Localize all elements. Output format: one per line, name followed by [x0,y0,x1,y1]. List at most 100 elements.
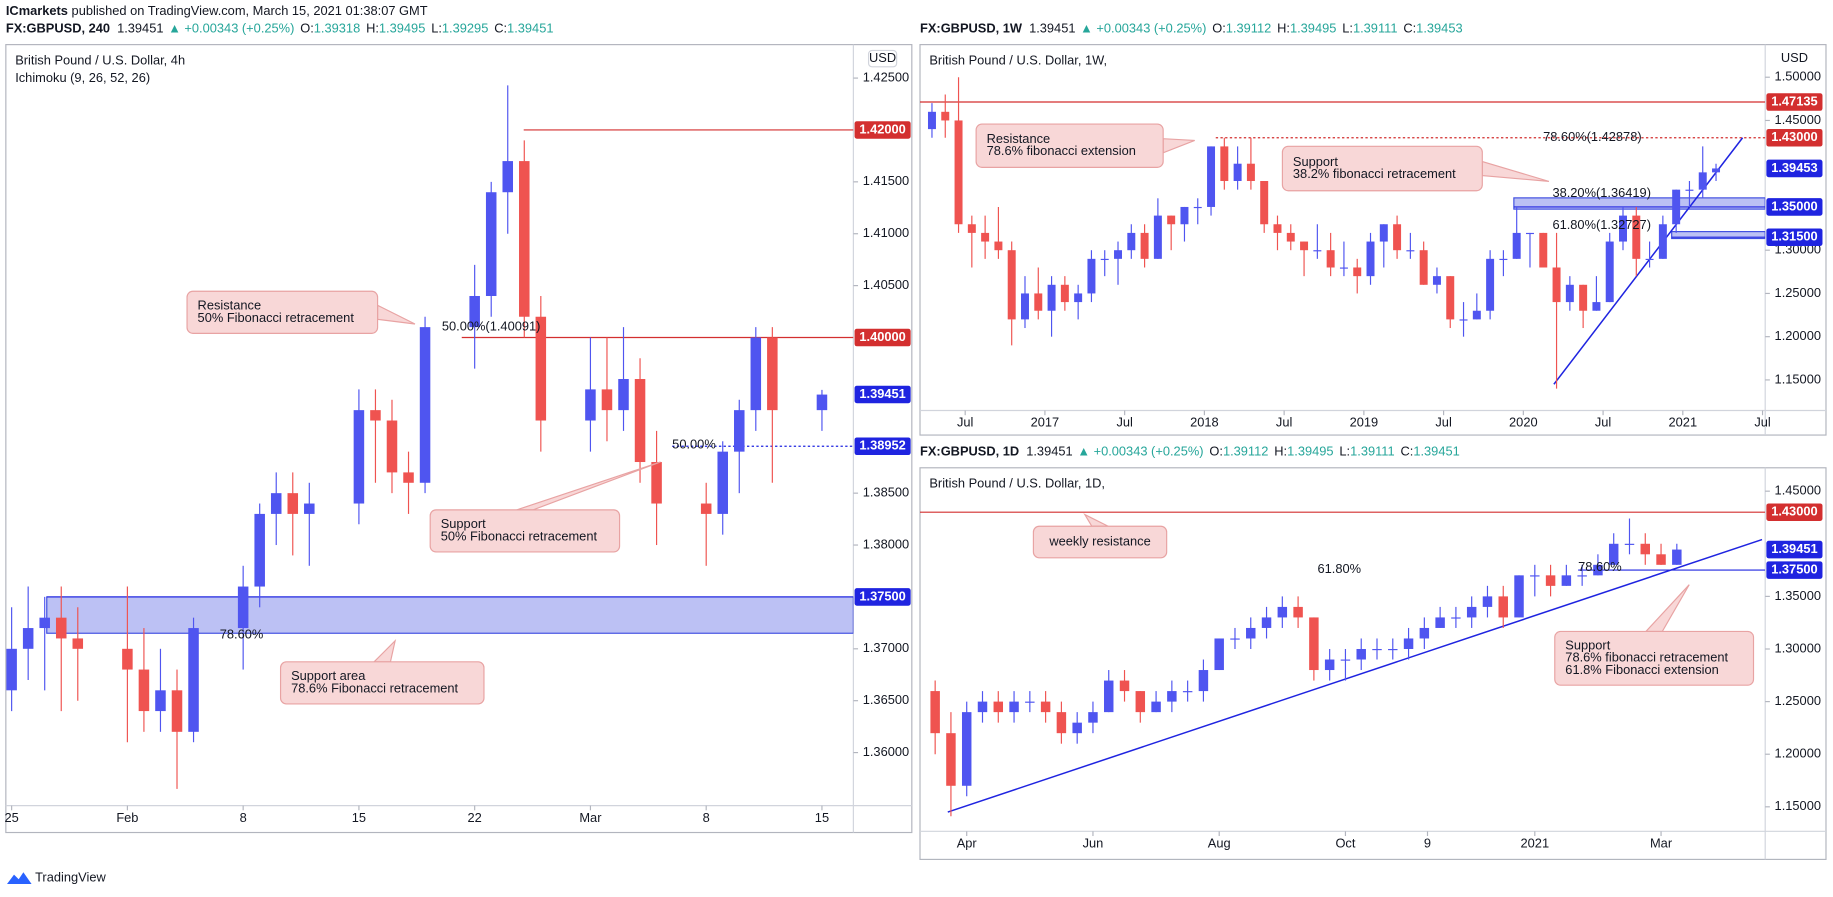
candle-body [39,617,50,629]
y-tick-label: 1.36500 [863,692,909,707]
candle-body [403,472,414,483]
candle-body [1135,691,1146,713]
candle-body [1300,241,1309,251]
publish-line: ICmarkets published on TradingView.com, … [6,3,428,18]
ohlc-value: 1.39111 [1350,444,1395,459]
candle-body [1672,189,1681,225]
y-tick-label: 1.38500 [863,485,909,500]
candle-body [1167,215,1176,225]
candle-body [1592,302,1601,311]
ohlc-label: C: [1403,21,1416,36]
y-tick-label: 1.36000 [863,744,909,759]
y-tick-label: 1.15000 [1775,371,1821,386]
candle-body [1486,258,1495,311]
ohlc-value: 1.39451 [1413,444,1459,459]
x-tick-label: Oct [1335,836,1355,851]
y-tick-label: 1.30000 [1775,640,1821,655]
candle-body [122,648,133,670]
x-tick-label: 8 [240,810,247,825]
candle-body [1552,267,1561,303]
ohlc-label: O: [1212,21,1226,36]
x-tick-label: 15 [815,810,829,825]
candle-body [1539,232,1548,268]
zone [1671,231,1766,240]
tradingview-logo [7,872,32,884]
symbol: FX:GBPUSD, 1W [920,21,1023,36]
panel-frame [919,44,1827,436]
chart-header: FX:GBPUSD, 1W 1.39451 ▲ +0.00343 (+0.25%) O:… [920,21,1463,36]
candle-body [1459,319,1468,321]
chart-header: FX:GBPUSD, 1D 1.39451 ▲ +0.00343 (+0.25%) O:… [920,444,1460,459]
chart-title: British Pound / U.S. Dollar, 1D, [929,476,1105,491]
candle-body [1127,232,1136,251]
currency-box [1780,50,1809,67]
fib-label: 61.80% [1317,561,1361,576]
trendline [947,538,1763,813]
candle-body [954,120,963,225]
callout-text: 38.2% fibonacci retracement [1293,166,1456,181]
ohlc-value: 1.39453 [1416,21,1462,36]
price-label-box [1766,198,1823,216]
candle-body [618,379,629,411]
price-label-box [854,385,911,404]
candle-body [816,394,828,411]
symbol: FX:GBPUSD, 240 [6,21,110,36]
candle-body [1182,691,1193,693]
candle-body [1577,575,1587,577]
candle-body [1498,596,1508,618]
candle-body [1632,215,1641,259]
candle-body [1040,701,1051,713]
candle-body [1313,250,1322,252]
callout-text: 78.6% fibonacci retracement [1565,650,1728,665]
symbol: FX:GBPUSD, 1D [920,444,1019,459]
x-tick-label: Jun [1083,836,1104,851]
fib-label: 61.80%(1.32727) [1552,217,1651,232]
ohlc-label: C: [1400,444,1413,459]
candle-body [72,638,84,649]
callout-text: 50% Fibonacci retracement [441,528,598,543]
price-label-box [1766,128,1823,147]
zone [46,596,854,634]
candle-body [1293,606,1303,618]
change: +0.00343 (+0.25%) [1096,21,1206,36]
candle-body [1230,638,1240,640]
candle-body [1339,267,1348,269]
ohlc-label: H: [1274,444,1287,459]
candle-body [1151,701,1161,713]
currency-box [867,49,898,68]
x-tick-label: 2021 [1669,415,1698,430]
candle-body [1088,712,1098,723]
fib-label: 78.60% [1578,559,1622,574]
ohlc-label: O: [300,21,314,36]
x-tick-label: 22 [468,810,482,825]
candle-body [1403,638,1414,649]
panel-frame [5,44,913,834]
y-tick-label: 1.15000 [1775,798,1821,813]
candle-body [171,690,183,732]
y-tick-label: 1.35000 [1775,588,1821,603]
candle-body [353,410,365,504]
plot-area [920,511,1766,817]
x-tick-label: Apr [957,836,978,851]
x-tick-label: Mar [1650,836,1673,851]
callout-box [279,661,485,705]
candle-body [55,617,67,639]
zone [1513,197,1766,210]
ohlc-label: L: [1339,444,1350,459]
ohlc-value: 1.39295 [442,21,488,36]
currency-label: USD [869,50,896,65]
x-tick-label: 9 [1424,836,1431,851]
ohlc-label: L: [431,21,442,36]
chart-panel: FX:GBPUSD, 1W 1.39451 ▲ +0.00343 (+0.25%) O:… [919,21,1827,436]
price-label: 1.38952 [859,438,905,453]
x-tick-label: Jul [1435,415,1451,430]
chart-panel: FX:GBPUSD, 1D 1.39451 ▲ +0.00343 (+0.25%) O:… [919,444,1827,860]
candle-body [1260,181,1269,225]
candle-body [1119,680,1130,692]
callout-text: 61.8% Fibonacci extension [1565,662,1719,677]
callout-text: Support [441,516,486,531]
candle-body [1393,224,1402,251]
candle-body [1605,241,1614,303]
candle-body [1153,215,1162,259]
candle-body [1140,232,1149,259]
